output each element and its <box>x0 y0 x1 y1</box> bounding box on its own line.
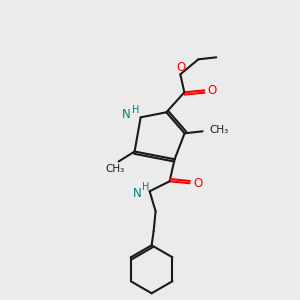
Text: H: H <box>132 105 139 115</box>
Text: N: N <box>133 187 142 200</box>
Text: H: H <box>142 182 149 192</box>
Text: O: O <box>193 177 202 190</box>
Text: O: O <box>177 61 186 74</box>
Text: CH₃: CH₃ <box>105 164 124 175</box>
Text: CH₃: CH₃ <box>210 125 229 135</box>
Text: O: O <box>208 84 217 97</box>
Text: N: N <box>122 108 130 121</box>
